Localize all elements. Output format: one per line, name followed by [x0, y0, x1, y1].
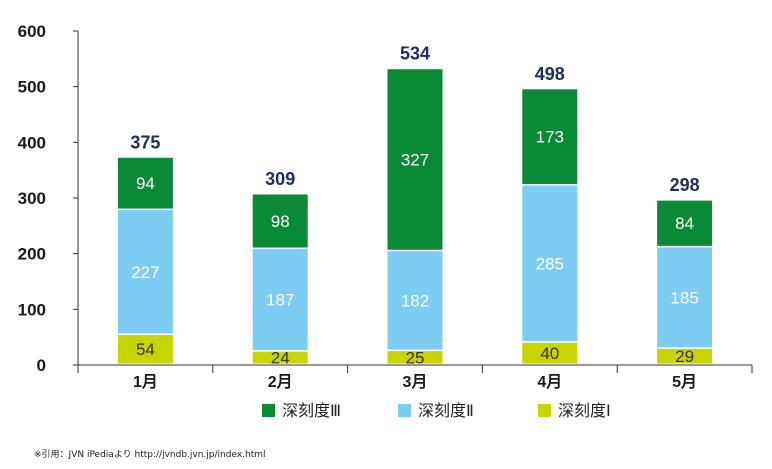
bar-segment [522, 89, 578, 185]
bar-segment [252, 249, 308, 351]
segment-value-label: 98 [271, 212, 290, 231]
bar-total-label: 298 [670, 175, 700, 195]
y-tick-label: 100 [18, 300, 46, 319]
segment-value-label: 40 [540, 344, 559, 363]
x-tick-label: 5月 [672, 373, 697, 391]
segment-value-label: 54 [136, 340, 155, 359]
y-tick-label: 400 [18, 133, 46, 152]
segment-value-label: 24 [271, 349, 290, 368]
bar-segment [117, 157, 173, 209]
bar-segment [522, 185, 578, 342]
x-tick-label: 3月 [403, 373, 428, 391]
segment-value-label: 185 [670, 288, 698, 307]
y-tick-label: 300 [18, 189, 46, 208]
segment-value-label: 285 [536, 254, 564, 273]
segment-value-label: 227 [131, 263, 159, 282]
segment-value-label: 187 [266, 291, 294, 310]
legend-swatch [398, 404, 411, 417]
y-tick-label: 500 [18, 78, 46, 97]
bar-segment [657, 247, 713, 348]
bar-total-label: 534 [400, 44, 430, 64]
segment-value-label: 29 [675, 347, 694, 366]
bar-segment [252, 194, 308, 248]
legend-swatch [538, 404, 551, 417]
legend-label: 深刻度Ⅲ [282, 402, 341, 420]
bar-segment [657, 348, 713, 364]
bar-segment [117, 210, 173, 334]
bar-total-label: 309 [265, 169, 295, 189]
bar-total-label: 498 [535, 64, 565, 84]
bar-segment [657, 200, 713, 246]
x-tick-label: 1月 [133, 373, 158, 391]
y-tick-label: 200 [18, 245, 46, 264]
source-footnote: ※引用：JVN iPediaより http://jvndb.jvn.jp/ind… [34, 450, 266, 460]
bar-total-label: 375 [130, 132, 160, 152]
segment-value-label: 84 [675, 214, 694, 233]
segment-value-label: 327 [401, 151, 429, 170]
bar-segment [522, 342, 578, 364]
bar-segment [387, 251, 443, 350]
bar-segment [252, 351, 308, 364]
y-tick-label: 0 [37, 356, 46, 375]
segment-value-label: 182 [401, 291, 429, 310]
bar-segment [387, 351, 443, 364]
x-tick-label: 2月 [268, 373, 293, 391]
x-tick-label: 4月 [537, 373, 562, 391]
segment-value-label: 94 [136, 174, 155, 193]
y-tick-label: 600 [18, 22, 46, 41]
legend-label: 深刻度Ⅰ [558, 402, 611, 420]
segment-value-label: 173 [536, 128, 564, 147]
bar-segment [387, 69, 443, 250]
legend-swatch [262, 404, 275, 417]
legend-label: 深刻度Ⅱ [418, 402, 474, 420]
segment-value-label: 25 [406, 348, 425, 367]
bar-segment [117, 334, 173, 364]
